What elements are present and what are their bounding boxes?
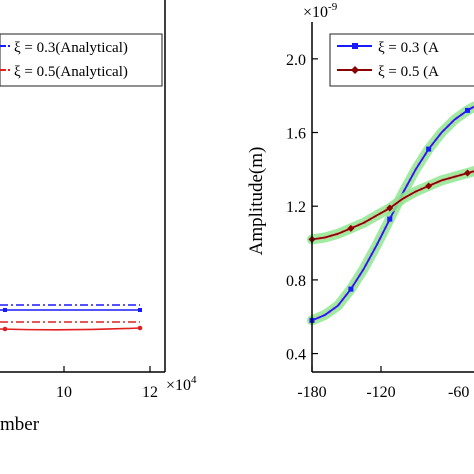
right-ytick-label: 1.6 [286,126,306,143]
right-ytick-label: 2.0 [286,52,306,69]
right-legend-marker-0 [352,43,358,49]
right-series-1-point [425,182,433,190]
left-series-0-marker-b [138,308,142,312]
right-panel: ×10-9 Amplitude(m) 2.01.61.20.80.4 -180 … [246,1,474,401]
left-panel: ξ = 0.3(Analytical) ξ = 0.5(Analytical) … [0,0,197,435]
right-y-axis-label: Amplitude(m) [246,147,267,256]
right-ytick-label: 0.4 [286,347,306,364]
left-series-0-marker-a [3,308,7,312]
right-legend-label-0: ξ = 0.3 (A [378,40,439,56]
right-legend-label-1: ξ = 0.5 (A [378,64,439,80]
right-series-0-point [426,146,432,152]
left-x-multiplier: ×104 [166,374,197,394]
right-xtick-label-m180: -180 [297,384,326,401]
right-xtick-label-m60-partial: -60 [448,384,469,401]
left-legend-label-0: ξ = 0.3(Analytical) [14,40,128,56]
right-series-1-point [347,224,355,232]
left-series-1-marker-b [137,325,143,331]
right-series-1-point [464,169,472,177]
right-series-0-point [465,107,471,113]
right-series-1-point [386,204,394,212]
right-series-0-point [348,286,354,292]
right-xtick-label-m120: -120 [366,384,395,401]
left-xtick-label-10: 10 [56,384,72,401]
right-series-0-point [387,216,393,222]
right-legend-box [329,33,474,87]
left-legend-label-1: ξ = 0.5(Analytical) [14,64,128,80]
left-x-axis-label-fragment: mber [0,414,40,435]
right-legend-marker-1 [351,66,359,74]
left-xtick-label-12: 12 [142,384,158,401]
right-ytick-label: 1.2 [286,199,306,216]
right-y-ticks: 2.0 1.6 1.2 0.8 0.4 [286,52,318,364]
right-plot-area [307,101,474,326]
right-series-1-line [311,170,474,241]
left-legend-box [0,33,163,87]
right-series-0-line [311,105,474,322]
left-series-1-marker-a [2,326,8,332]
right-y-multiplier: ×10-9 [303,1,338,21]
left-series-1-solid [0,327,141,331]
right-ytick-label: 0.8 [286,273,306,290]
